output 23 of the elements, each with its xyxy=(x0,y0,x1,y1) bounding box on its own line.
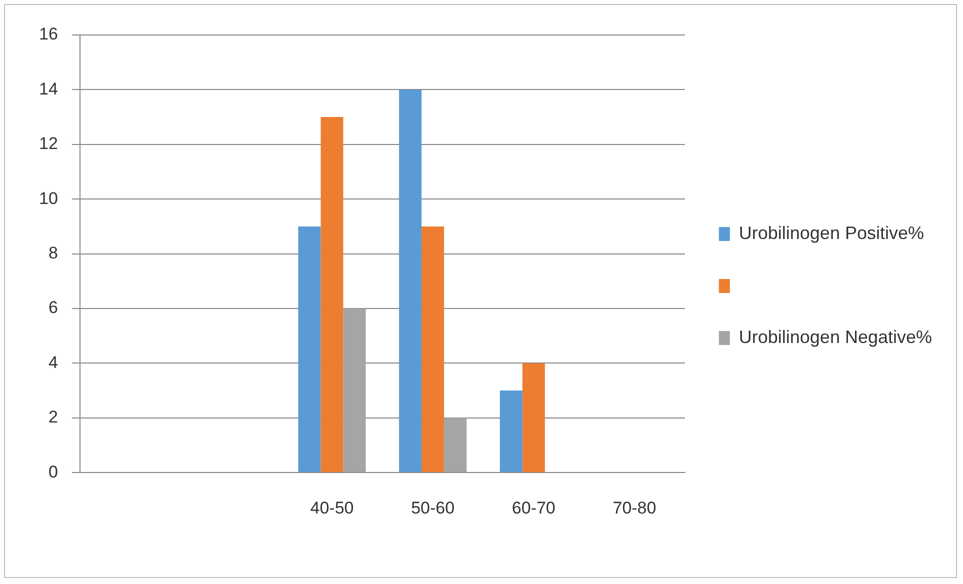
x-tick-label: 40-50 xyxy=(310,498,354,518)
y-tick-label: 8 xyxy=(48,243,58,262)
y-tick-label: 16 xyxy=(38,24,58,44)
bar xyxy=(422,226,444,472)
bar xyxy=(320,117,344,472)
bar xyxy=(343,308,366,472)
bar xyxy=(500,390,522,472)
legend-label: Urobilinogen Positive% xyxy=(738,222,924,243)
legend-label: Urobilinogen Negative% xyxy=(738,326,932,347)
bar xyxy=(399,90,422,472)
y-tick-label: 2 xyxy=(48,408,58,427)
x-tick-label: 70-80 xyxy=(612,498,656,518)
x-tick-label: 60-70 xyxy=(512,498,556,518)
x-tick-label: 50-60 xyxy=(411,498,455,518)
y-tick-label: 14 xyxy=(38,79,58,98)
y-tick-label: 6 xyxy=(48,298,58,318)
y-tick-label: 12 xyxy=(38,134,58,154)
bar xyxy=(298,226,321,472)
y-tick-label: 10 xyxy=(38,188,58,208)
y-tick-label: 0 xyxy=(48,462,58,482)
bar xyxy=(522,363,545,472)
bar xyxy=(444,418,467,472)
y-tick-label: 4 xyxy=(48,352,58,372)
